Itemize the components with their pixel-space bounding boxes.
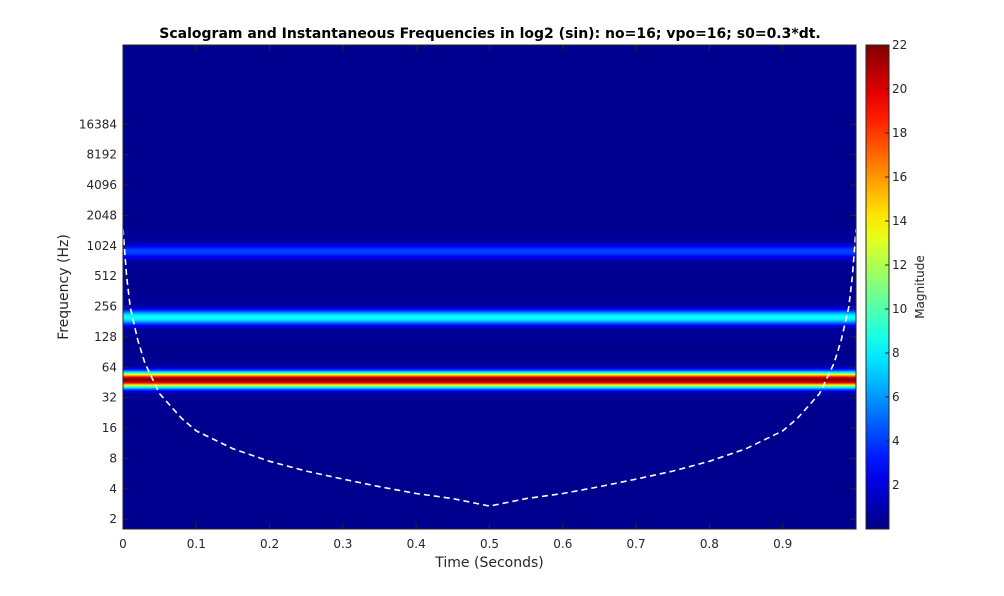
cone-of-influence-line	[122, 229, 857, 507]
y-tick-label: 8	[109, 451, 117, 465]
y-tick-label: 128	[94, 330, 117, 344]
y-tick-label: 1024	[86, 239, 117, 253]
y-tick-label: 64	[102, 360, 117, 374]
x-tick-label: 0.4	[407, 537, 426, 551]
x-tick-label: 0	[119, 537, 127, 551]
colorbar-label: Magnitude	[913, 255, 927, 319]
x-tick-label: 0.3	[333, 537, 352, 551]
x-tick-label: 0.9	[773, 537, 792, 551]
colorbar-ticks: 2 4 6 8 10 12 14 16 18 20 22	[885, 38, 907, 492]
colorbar-tick-label: 12	[892, 258, 907, 272]
frequency-band	[123, 358, 856, 403]
y-tick-label: 256	[94, 300, 117, 314]
y-tick-label: 2	[109, 512, 117, 526]
frequency-band	[123, 229, 856, 275]
plot-area	[122, 44, 857, 530]
colorbar-tick-label: 16	[892, 170, 907, 184]
plot-background	[123, 45, 856, 529]
colorbar-tick-label: 2	[892, 478, 900, 492]
chart-title: Scalogram and Instantaneous Frequencies …	[159, 26, 820, 42]
x-axis: 0 0.1 0.2 0.3 0.4 0.5 0.6 0.7 0.8 0.9	[119, 45, 792, 551]
y-tick-label: 16	[102, 421, 117, 435]
colorbar-tick-label: 4	[892, 434, 900, 448]
colorbar-tick-label: 8	[892, 346, 900, 360]
colorbar-tick-label: 18	[892, 126, 907, 140]
frequency-band	[123, 295, 856, 341]
y-tick-label: 8192	[86, 148, 117, 162]
x-tick-label: 0.5	[480, 537, 499, 551]
y-axis-label: Frequency (Hz)	[56, 234, 72, 340]
colorbar-tick-label: 20	[892, 82, 907, 96]
x-tick-label: 0.8	[700, 537, 719, 551]
y-tick-label: 16384	[79, 117, 117, 131]
y-tick-label: 512	[94, 269, 117, 283]
frequency-bands	[123, 229, 856, 403]
y-tick-label: 32	[102, 391, 117, 405]
colorbar: 2 4 6 8 10 12 14 16 18 20 22 Magnitude	[865, 38, 927, 530]
colorbar-tick-label: 6	[892, 390, 900, 404]
colorbar-tick-label: 22	[892, 38, 907, 52]
x-tick-label: 0.6	[553, 537, 572, 551]
x-axis-label: Time (Seconds)	[434, 555, 543, 571]
y-tick-label: 2048	[86, 208, 117, 222]
y-tick-label: 4	[109, 482, 117, 496]
x-tick-label: 0.1	[187, 537, 206, 551]
y-axis: 2 4 8 16 32 64 128 256 512 1024 2048 4096 8192 16384	[79, 117, 856, 526]
y-tick-label: 4096	[86, 178, 117, 192]
x-tick-label: 0.2	[260, 537, 279, 551]
x-tick-label: 0.7	[627, 537, 646, 551]
colorbar-tick-label: 14	[892, 214, 907, 228]
colorbar-gradient	[865, 44, 890, 530]
colorbar-tick-label: 10	[892, 302, 907, 316]
